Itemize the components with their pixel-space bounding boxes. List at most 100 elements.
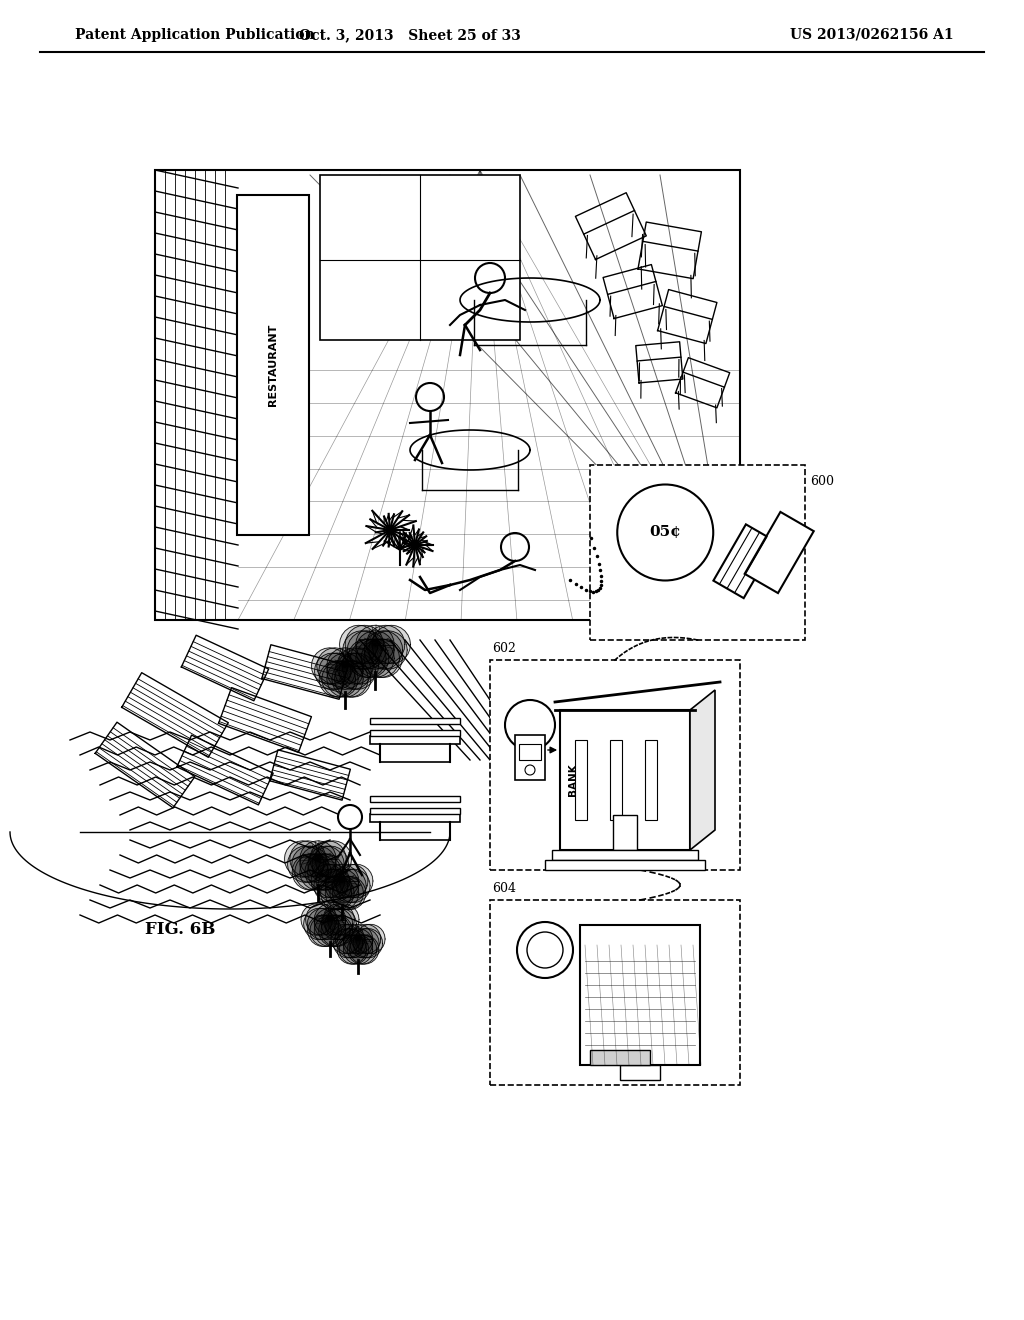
Polygon shape	[311, 865, 345, 898]
Polygon shape	[321, 915, 352, 946]
Polygon shape	[339, 935, 369, 964]
Polygon shape	[350, 928, 379, 958]
Polygon shape	[300, 841, 336, 878]
Polygon shape	[335, 924, 365, 953]
Polygon shape	[714, 524, 776, 598]
Bar	[620, 1065, 660, 1080]
Polygon shape	[318, 876, 351, 909]
Bar	[560, 710, 690, 850]
Bar	[613, 814, 637, 850]
Circle shape	[505, 700, 555, 750]
Polygon shape	[335, 865, 368, 898]
Bar	[237, 195, 309, 535]
Polygon shape	[350, 639, 389, 677]
Polygon shape	[335, 653, 372, 689]
Polygon shape	[351, 924, 381, 953]
Bar	[515, 735, 545, 780]
Polygon shape	[333, 876, 366, 909]
Bar	[490, 660, 740, 870]
Polygon shape	[307, 915, 339, 946]
Polygon shape	[295, 854, 331, 890]
Polygon shape	[326, 865, 358, 898]
Polygon shape	[367, 626, 404, 664]
Text: RESTAURANT: RESTAURANT	[268, 323, 278, 407]
Polygon shape	[292, 854, 329, 890]
Text: FIG. 6B: FIG. 6B	[145, 921, 215, 939]
Polygon shape	[318, 653, 355, 689]
Circle shape	[617, 484, 714, 581]
Bar	[610, 741, 622, 820]
Polygon shape	[332, 661, 369, 697]
Polygon shape	[314, 653, 351, 689]
Polygon shape	[316, 648, 353, 684]
Polygon shape	[310, 841, 346, 878]
Polygon shape	[314, 915, 346, 946]
Text: US 2013/0262156 A1: US 2013/0262156 A1	[790, 28, 953, 42]
Polygon shape	[322, 908, 352, 940]
Polygon shape	[290, 841, 327, 878]
Text: 05¢: 05¢	[649, 525, 681, 540]
Bar	[580, 925, 700, 1065]
Polygon shape	[340, 626, 378, 664]
Polygon shape	[305, 854, 341, 890]
Polygon shape	[311, 648, 348, 684]
Bar	[575, 741, 587, 820]
Polygon shape	[307, 854, 344, 890]
Polygon shape	[325, 908, 356, 940]
Text: Patent Application Publication: Patent Application Publication	[75, 28, 314, 42]
Polygon shape	[334, 928, 362, 958]
Polygon shape	[328, 904, 359, 936]
Text: 600: 600	[810, 475, 834, 488]
Polygon shape	[369, 631, 408, 669]
Polygon shape	[342, 648, 379, 684]
Polygon shape	[303, 908, 335, 940]
Polygon shape	[355, 924, 385, 953]
Polygon shape	[347, 631, 386, 669]
Polygon shape	[327, 661, 364, 697]
Circle shape	[517, 921, 573, 978]
Polygon shape	[305, 904, 337, 936]
Polygon shape	[347, 935, 377, 964]
Polygon shape	[321, 876, 354, 909]
Polygon shape	[314, 904, 346, 936]
Polygon shape	[337, 935, 367, 964]
Polygon shape	[361, 639, 399, 677]
Polygon shape	[690, 690, 715, 850]
Polygon shape	[327, 653, 364, 689]
Circle shape	[527, 932, 563, 968]
Polygon shape	[353, 928, 383, 958]
Polygon shape	[307, 908, 339, 940]
Polygon shape	[315, 841, 351, 878]
Polygon shape	[333, 869, 367, 903]
Polygon shape	[339, 653, 376, 689]
Polygon shape	[288, 846, 324, 882]
Polygon shape	[319, 661, 355, 697]
Polygon shape	[343, 935, 373, 964]
Bar	[545, 861, 705, 870]
Polygon shape	[337, 648, 373, 684]
Polygon shape	[337, 928, 367, 958]
Polygon shape	[355, 631, 394, 669]
Polygon shape	[327, 648, 364, 684]
Polygon shape	[330, 876, 364, 909]
Polygon shape	[326, 869, 358, 903]
Polygon shape	[337, 869, 370, 903]
Polygon shape	[300, 846, 336, 882]
Polygon shape	[343, 924, 373, 953]
Polygon shape	[323, 904, 354, 936]
Polygon shape	[301, 904, 333, 936]
Polygon shape	[300, 854, 336, 890]
Polygon shape	[355, 639, 394, 677]
Polygon shape	[312, 846, 348, 882]
Polygon shape	[318, 915, 350, 946]
Circle shape	[338, 805, 362, 829]
Bar	[552, 850, 698, 861]
Polygon shape	[314, 908, 346, 940]
Polygon shape	[326, 876, 358, 909]
Bar	[370, 718, 460, 723]
Polygon shape	[331, 924, 360, 953]
Polygon shape	[364, 639, 402, 677]
Bar	[370, 814, 460, 822]
Polygon shape	[365, 631, 402, 669]
Polygon shape	[349, 935, 379, 964]
